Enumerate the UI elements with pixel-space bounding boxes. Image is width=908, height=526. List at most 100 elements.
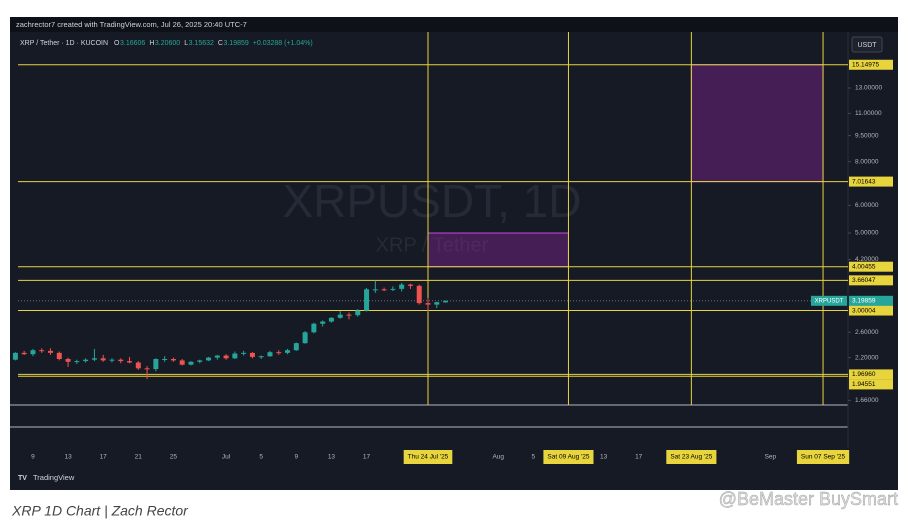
candle-body bbox=[109, 359, 115, 361]
tv-logo: TV bbox=[18, 475, 27, 482]
x-tick-label: 21 bbox=[135, 454, 143, 461]
legend: XRP / Tether · 1D · KUCOIN O 3.16606 H 3.20… bbox=[20, 40, 313, 47]
x-tick-label: Sep bbox=[765, 454, 777, 461]
x-tick-highlight bbox=[796, 450, 850, 464]
chart-panel bbox=[10, 17, 898, 490]
x-tick-highlight bbox=[666, 450, 717, 464]
x-tick-label: Sat 23 Aug '25 bbox=[670, 454, 712, 461]
x-tick-label: 13 bbox=[600, 454, 608, 461]
zone bbox=[690, 64, 824, 183]
legend-key: H bbox=[149, 40, 154, 47]
level-label: 1.96960 bbox=[852, 371, 876, 378]
level-label-box bbox=[849, 59, 893, 70]
candle-body bbox=[56, 352, 62, 359]
candle-body bbox=[118, 359, 124, 362]
candle-body bbox=[30, 350, 36, 355]
candle-body bbox=[153, 358, 159, 370]
background-name: XRP / Tether bbox=[376, 234, 489, 256]
level-label-box bbox=[849, 176, 893, 187]
candle-body bbox=[320, 321, 326, 324]
x-tick-label: 9 bbox=[295, 454, 299, 461]
x-tick-label: Sun 07 Sep '25 bbox=[801, 454, 846, 461]
candle-body bbox=[100, 358, 106, 361]
candle-body bbox=[162, 358, 168, 360]
x-tick-label: 5 bbox=[532, 454, 536, 461]
y-tick-label: 9.50000 bbox=[855, 132, 879, 139]
x-tick-label: Jul bbox=[222, 454, 231, 461]
candle-body bbox=[91, 358, 97, 360]
candle-body bbox=[258, 356, 264, 358]
y-tick-label: 2.60000 bbox=[855, 329, 879, 336]
credit-bar bbox=[10, 17, 898, 32]
candle-body bbox=[170, 358, 176, 361]
price-tag-symbol: XRPUSDT bbox=[815, 298, 844, 304]
level-label: 3.66047 bbox=[852, 277, 876, 284]
candle-body bbox=[179, 360, 185, 365]
candle-body bbox=[407, 284, 413, 286]
watermark: @BeMaster BuySmart bbox=[719, 489, 898, 509]
level-label-box bbox=[849, 275, 893, 286]
candle-body bbox=[399, 284, 405, 289]
candle-body bbox=[135, 362, 141, 369]
background-symbol: XRPUSDT, 1D bbox=[282, 175, 581, 227]
candle-body bbox=[267, 352, 273, 357]
x-tick-label: 5 bbox=[259, 454, 263, 461]
symbol-title: XRP / Tether · 1D · KUCOIN bbox=[20, 40, 108, 47]
candle-body bbox=[381, 289, 387, 291]
zone bbox=[427, 232, 569, 268]
candle-body bbox=[328, 317, 334, 322]
currency-button[interactable] bbox=[851, 36, 883, 53]
candle-body bbox=[214, 355, 220, 358]
candle-body bbox=[390, 288, 396, 290]
candle-body bbox=[12, 352, 18, 360]
brand: TradingView bbox=[33, 473, 75, 482]
price-tag-value: 3.19859 bbox=[852, 298, 876, 305]
level-label: 1.94551 bbox=[852, 381, 876, 388]
caption: XRP 1D Chart | Zach Rector bbox=[11, 503, 189, 519]
x-tick-label: Sat 09 Aug '25 bbox=[547, 454, 589, 461]
x-tick-label: 17 bbox=[363, 454, 371, 461]
y-tick-label: 11.00000 bbox=[855, 110, 882, 117]
y-tick-label: 1.66000 bbox=[855, 397, 879, 404]
level-label: 15.14975 bbox=[852, 61, 879, 68]
candle-body bbox=[21, 352, 27, 355]
level-label-box bbox=[849, 261, 893, 272]
price-tag-box bbox=[811, 295, 847, 306]
currency-label[interactable]: USDT bbox=[857, 42, 877, 49]
legend-change: +0.03288 (+1.04%) bbox=[253, 40, 313, 47]
candle-body bbox=[249, 352, 255, 357]
candle-body bbox=[302, 332, 308, 344]
level-label: 3.00004 bbox=[852, 307, 876, 314]
candle-body bbox=[346, 314, 352, 316]
x-tick-label: Aug bbox=[492, 454, 504, 461]
y-tick-label: 4.20000 bbox=[855, 256, 879, 263]
candle-body bbox=[144, 368, 150, 370]
legend-value: 3.16606 bbox=[120, 40, 145, 47]
candle-body bbox=[443, 300, 449, 303]
candle-body bbox=[293, 343, 299, 351]
candle-body bbox=[416, 285, 422, 304]
legend-value: 3.19859 bbox=[223, 40, 248, 47]
legend-key: C bbox=[218, 40, 223, 47]
candle-body bbox=[232, 353, 238, 359]
candle-body bbox=[364, 289, 370, 311]
legend-key: L bbox=[184, 40, 188, 47]
legend-key: O bbox=[114, 40, 120, 47]
credit: zachrector7 created with TradingView.com… bbox=[16, 20, 247, 29]
x-tick-label: Thu 24 Jul '25 bbox=[408, 454, 449, 461]
legend-value: 3.15632 bbox=[189, 40, 214, 47]
candle-body bbox=[223, 355, 229, 359]
x-tick-highlight bbox=[543, 450, 594, 464]
x-tick-label: 17 bbox=[100, 454, 108, 461]
level-label-box bbox=[849, 379, 893, 390]
candle-body bbox=[372, 289, 378, 291]
x-tick-label: 17 bbox=[635, 454, 643, 461]
y-tick-label: 6.00000 bbox=[855, 202, 879, 209]
candle-body bbox=[127, 361, 133, 363]
x-tick-label: 25 bbox=[170, 454, 178, 461]
candle-body bbox=[425, 303, 431, 305]
level-label-box bbox=[849, 369, 893, 380]
x-tick-label: 13 bbox=[328, 454, 336, 461]
